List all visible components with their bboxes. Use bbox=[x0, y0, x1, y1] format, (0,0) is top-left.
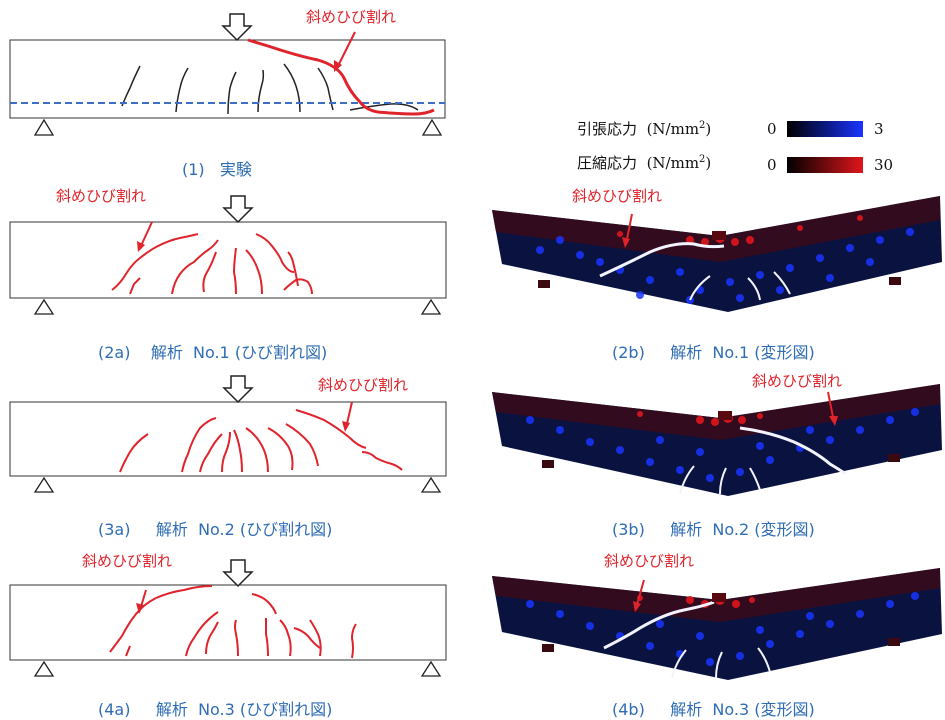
crack-label-def-no1: 斜めひび割れ bbox=[572, 187, 663, 205]
caption-2a: (2a) 解析 No.1 (ひび割れ図) bbox=[98, 343, 328, 362]
caption-2b: (2b) 解析 No.1 (変形図) bbox=[612, 343, 815, 362]
crack-label-def-no2: 斜めひび割れ bbox=[752, 372, 843, 390]
deformation-no3 bbox=[492, 568, 942, 680]
load-arrow-icon bbox=[222, 559, 254, 588]
load-arrow-icon bbox=[221, 13, 253, 42]
legend-compression-max: 30 bbox=[874, 156, 894, 174]
caption-experiment: (1) 実験 bbox=[182, 160, 252, 179]
experiment-beam bbox=[9, 13, 446, 136]
legend-compression-min: 0 bbox=[767, 156, 777, 174]
load-arrow-icon bbox=[222, 195, 254, 224]
crack-label-def-no3: 斜めひび割れ bbox=[604, 552, 695, 570]
legend-tension-bar bbox=[787, 121, 863, 137]
crack-label-no1: 斜めひび割れ bbox=[56, 187, 147, 205]
deformation-no1 bbox=[492, 196, 942, 312]
legend-tension-min: 0 bbox=[767, 120, 777, 138]
crack-pattern-no1 bbox=[9, 195, 447, 315]
crack-label-no2: 斜めひび割れ bbox=[318, 376, 409, 394]
crack-pattern-no3 bbox=[9, 559, 447, 677]
legend-compression-bar bbox=[787, 157, 863, 173]
load-arrow-icon bbox=[222, 375, 254, 404]
legend-compression-label: 圧縮応力 (N/mm2) bbox=[577, 154, 712, 172]
caption-3b: (3b) 解析 No.2 (変形図) bbox=[612, 520, 815, 539]
crack-label-experiment: 斜めひび割れ bbox=[306, 8, 397, 26]
legend-tension-max: 3 bbox=[874, 120, 884, 138]
support-left-icon bbox=[33, 118, 55, 136]
diagonal-crack bbox=[247, 38, 435, 116]
caption-4a: (4a) 解析 No.3 (ひび割れ図) bbox=[98, 700, 333, 719]
crack-label-no3: 斜めひび割れ bbox=[82, 552, 173, 570]
support-right-icon bbox=[421, 118, 443, 136]
crack-pattern-no2 bbox=[9, 375, 447, 493]
legend-tension-label: 引張応力 (N/mm2) bbox=[577, 120, 712, 138]
deformation-no2 bbox=[492, 384, 942, 496]
caption-3a: (3a) 解析 No.2 (ひび割れ図) bbox=[98, 520, 333, 539]
caption-4b: (4b) 解析 No.3 (変形図) bbox=[612, 700, 815, 719]
